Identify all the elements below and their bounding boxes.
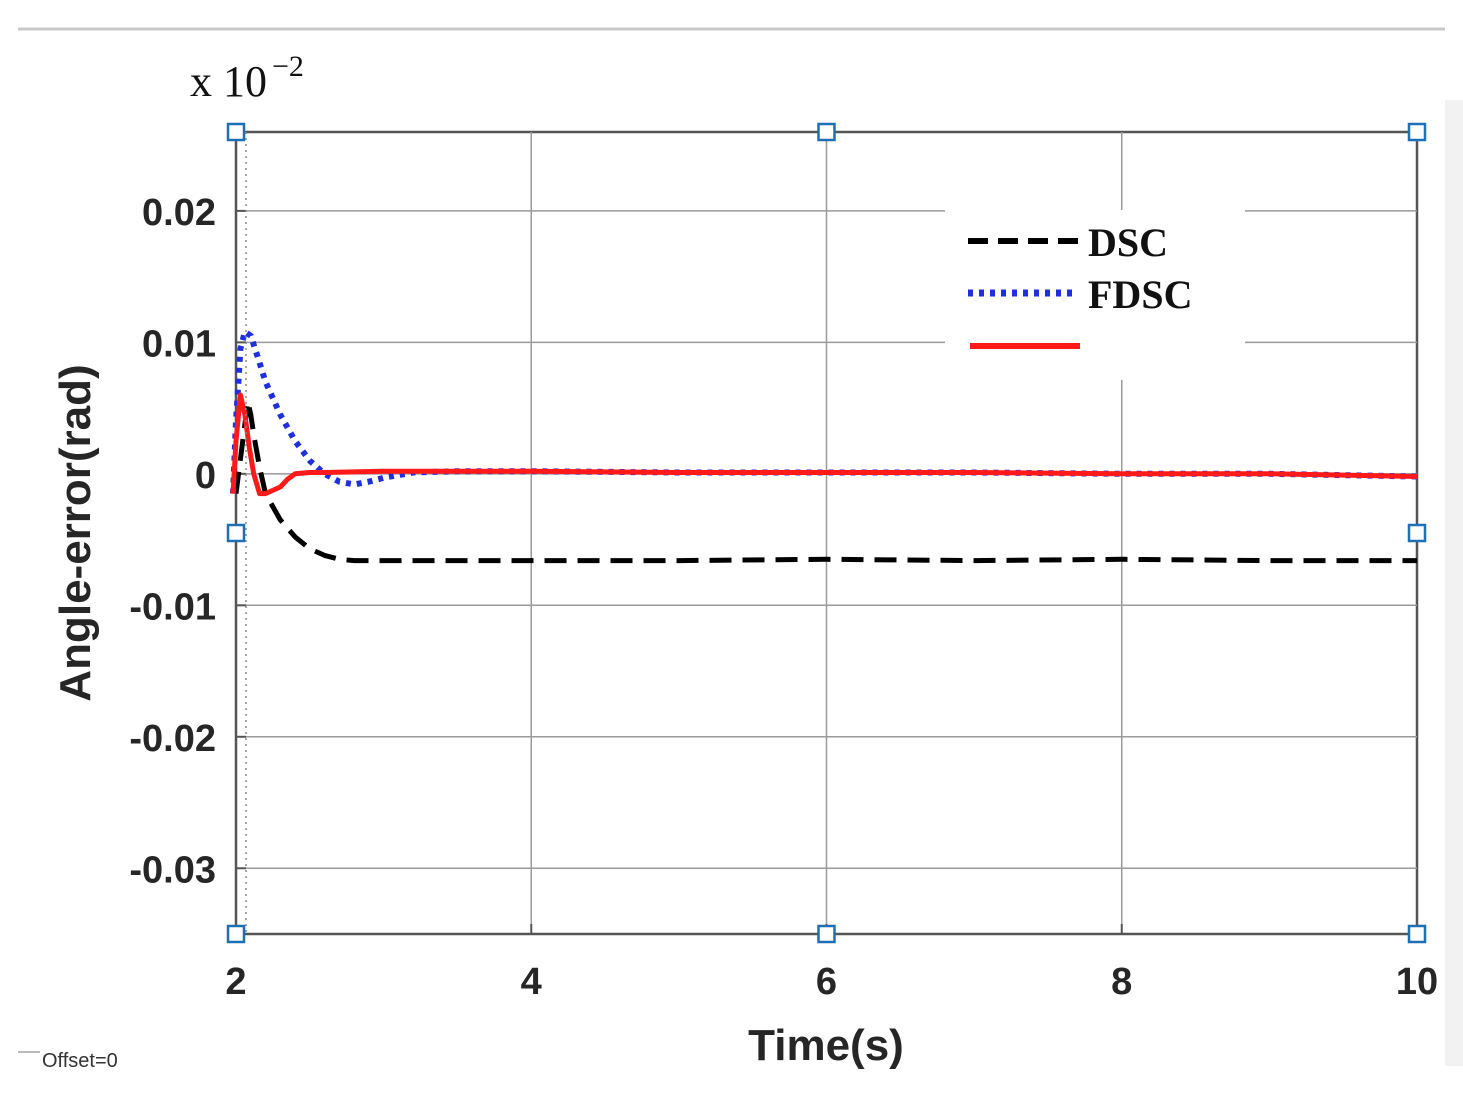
y-axis-label: Angle-error(rad) xyxy=(51,364,100,701)
y-tick-label: 0 xyxy=(195,455,216,497)
exponent-power: −2 xyxy=(272,50,304,83)
y-tick-label: 0.02 xyxy=(142,192,216,234)
selection-handle[interactable] xyxy=(226,122,246,142)
y-tick-label: -0.02 xyxy=(129,718,216,760)
selection-handle[interactable] xyxy=(1407,122,1427,142)
y-tick-label: -0.01 xyxy=(129,586,216,628)
selection-handle[interactable] xyxy=(226,924,246,944)
exponent-label: x 10 xyxy=(190,57,267,106)
selection-handle[interactable] xyxy=(1407,523,1427,543)
selection-handle[interactable] xyxy=(817,924,836,944)
x-tick-label: 8 xyxy=(1111,961,1132,1003)
x-tick-label: 4 xyxy=(521,961,542,1003)
selection-handle[interactable] xyxy=(226,523,246,543)
series-dsc-line xyxy=(233,399,1417,564)
offset-label: Offset=0 xyxy=(42,1050,118,1072)
x-axis-label: Time(s) xyxy=(748,1021,904,1070)
tick-labels: 2 4 6 8 10 0.02 0.01 0 -0.01 -0.02 -0.03 xyxy=(129,192,1438,1003)
legend-dsc-label: DSC xyxy=(1088,220,1168,265)
selection-handles xyxy=(226,122,1427,944)
window-edge-shadow xyxy=(1445,100,1463,1066)
y-tick-label: -0.03 xyxy=(129,849,216,891)
y-tick-label: 0.01 xyxy=(142,323,216,365)
selection-handle[interactable] xyxy=(1407,924,1427,944)
legend-fdsc-label: FDSC xyxy=(1088,272,1192,317)
x-tick-label: 2 xyxy=(225,961,246,1003)
x-tick-label: 6 xyxy=(816,961,837,1003)
selection-handle[interactable] xyxy=(817,122,836,142)
series-third-line xyxy=(230,392,1418,497)
series-lines xyxy=(230,328,1418,564)
x-tick-label: 10 xyxy=(1396,961,1438,1003)
legend: DSC FDSC xyxy=(945,210,1245,380)
